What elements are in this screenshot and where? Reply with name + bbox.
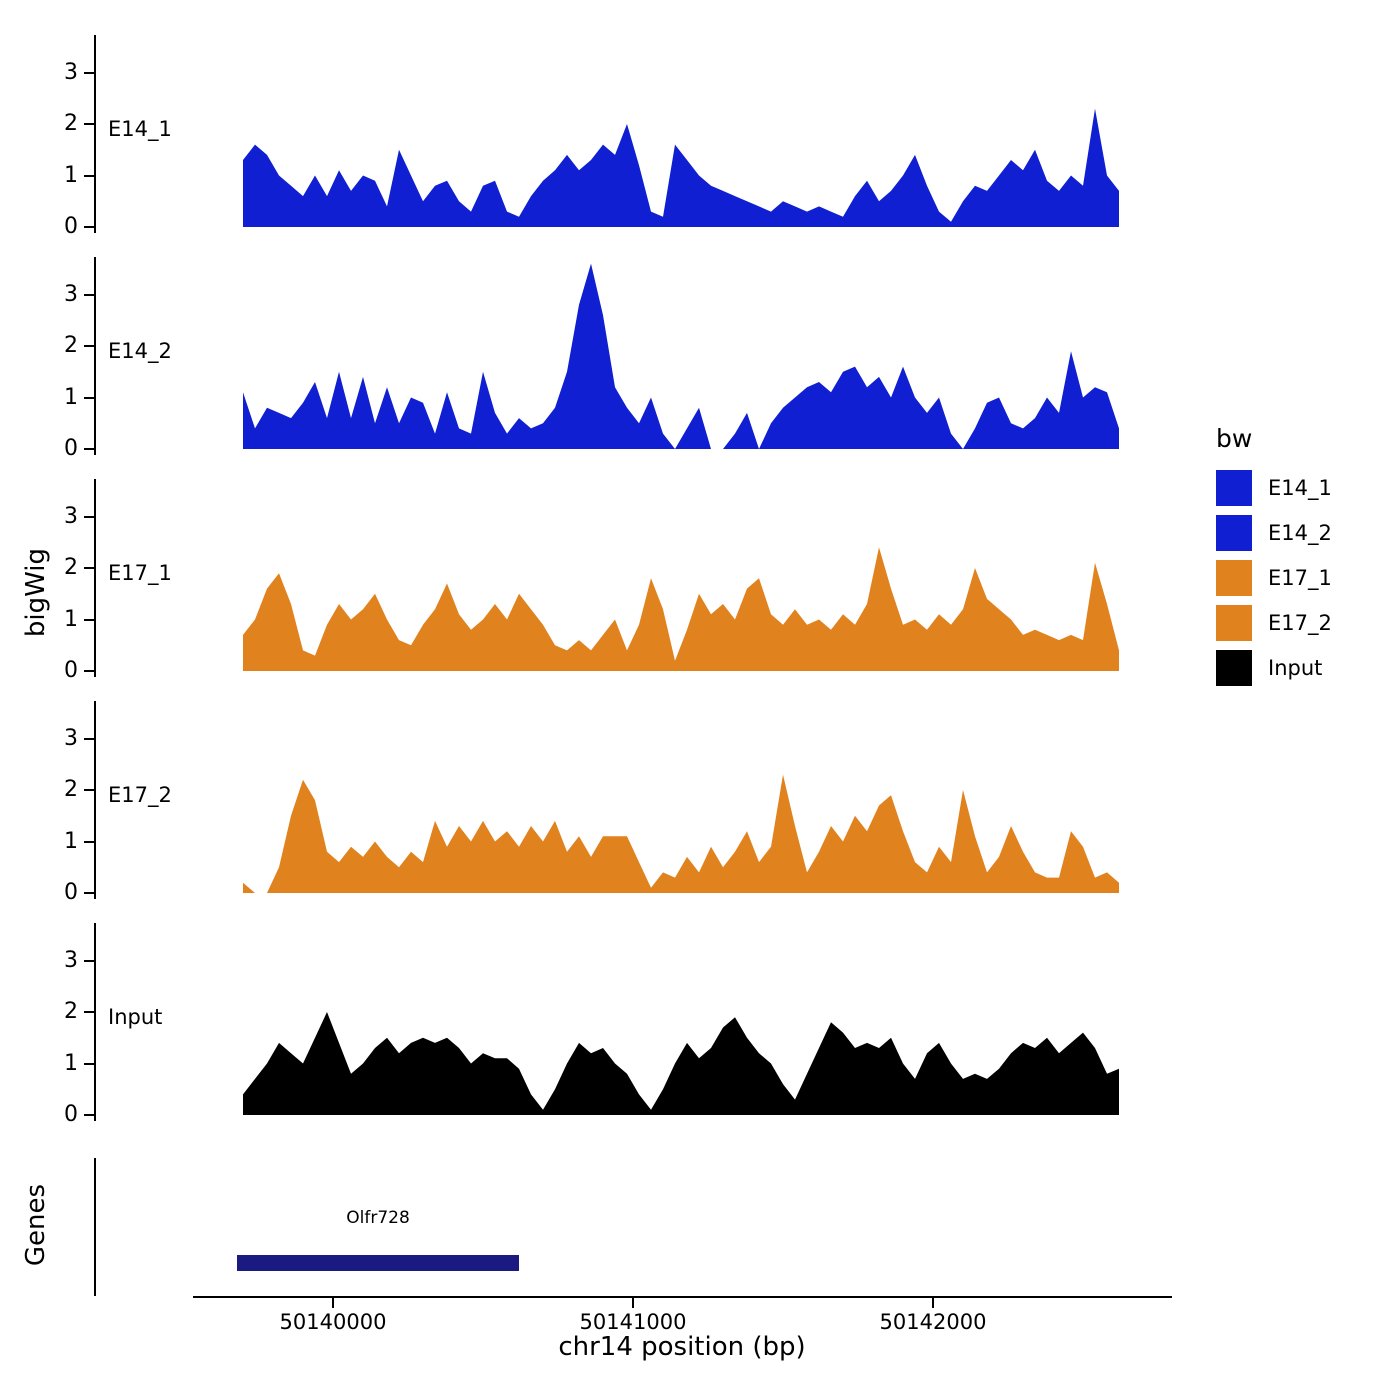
y-tick-mark [84,959,94,962]
legend-label-E14_2: E14_2 [1268,521,1332,545]
gene-body-bar [237,1255,519,1271]
y-tick-mark [84,1011,94,1013]
x-tick-mark [932,1296,934,1308]
y-axis-line-E14_2 [94,257,96,455]
y-tick-mark [84,789,94,791]
x-tick-mark [632,1296,634,1308]
legend-key-Input [1216,650,1252,686]
x-axis-line [193,1296,1172,1298]
y-tick-mark [84,345,94,347]
legend-title: bw [1216,424,1253,453]
y-axis-line-Input [94,923,96,1121]
legend-key-E14_2 [1216,515,1252,551]
track-area-E14_1 [243,108,1119,227]
y-tick-mark [84,396,94,399]
track-area-E17_1 [243,547,1119,671]
track-label-E17_1: E17_1 [108,561,172,585]
y-tick-label: 2 [64,777,78,802]
y-tick-label: 0 [64,214,78,239]
y-tick-label: 0 [64,880,78,905]
y-tick-mark [84,840,94,843]
legend-label-E14_1: E14_1 [1268,476,1332,500]
track-label-Input: Input [108,1005,163,1029]
track-area-E17_2 [243,774,1119,893]
legend-label-Input: Input [1268,656,1323,680]
track-area-Input [243,1012,1119,1115]
y-axis-line-E14_1 [94,35,96,233]
y-tick-label: 2 [64,111,78,136]
y-tick-label: 1 [64,1050,78,1076]
legend-key-E17_2 [1216,605,1252,641]
y-tick-mark [84,737,94,740]
y-tick-mark [84,226,94,228]
x-tick-mark [332,1296,334,1308]
y-axis-line-E17_2 [94,701,96,899]
y-tick-label: 3 [64,59,78,85]
legend-key-E14_1 [1216,470,1252,506]
legend-key-E17_1 [1216,560,1252,596]
y-tick-mark [84,1062,94,1065]
legend-label-E17_2: E17_2 [1268,611,1332,635]
y-tick-label: 3 [64,503,78,529]
y-tick-label: 2 [64,555,78,580]
x-axis-title: chr14 position (bp) [558,1332,806,1362]
genes-title-wrap: Genes [14,1150,58,1300]
x-tick-label: 50141000 [579,1310,687,1334]
y-tick-mark [84,174,94,177]
x-tick-label: 50142000 [879,1310,987,1334]
y-tick-label: 1 [64,384,78,410]
y-tick-label: 0 [64,1102,78,1127]
y-tick-mark [84,71,94,74]
gene-label: Olfr728 [346,1208,410,1228]
y-axis-line-E17_1 [94,479,96,677]
y-tick-mark [84,515,94,518]
y-tick-mark [84,670,94,672]
y-tick-mark [84,1114,94,1116]
y-tick-label: 2 [64,333,78,358]
track-label-E14_1: E14_1 [108,117,172,141]
y-tick-label: 3 [64,725,78,751]
y-tick-mark [84,293,94,296]
genes-axis-line [94,1158,96,1296]
y-tick-label: 1 [64,162,78,188]
y-tick-mark [84,892,94,894]
y-tick-label: 0 [64,436,78,461]
y-tick-label: 1 [64,828,78,854]
y-tick-mark [84,567,94,569]
x-tick-label: 50140000 [279,1310,387,1334]
track-label-E14_2: E14_2 [108,339,172,363]
track-label-E17_2: E17_2 [108,783,172,807]
genes-axis-title: Genes [21,1183,51,1267]
track-area-E14_2 [243,263,1119,449]
y-tick-mark [84,618,94,621]
y-tick-label: 2 [64,999,78,1024]
legend-label-E17_1: E17_1 [1268,566,1332,590]
y-tick-label: 3 [64,947,78,973]
y-tick-label: 3 [64,281,78,307]
y-tick-mark [84,123,94,125]
y-tick-label: 0 [64,658,78,683]
y-tick-label: 1 [64,606,78,632]
y-tick-mark [84,448,94,450]
